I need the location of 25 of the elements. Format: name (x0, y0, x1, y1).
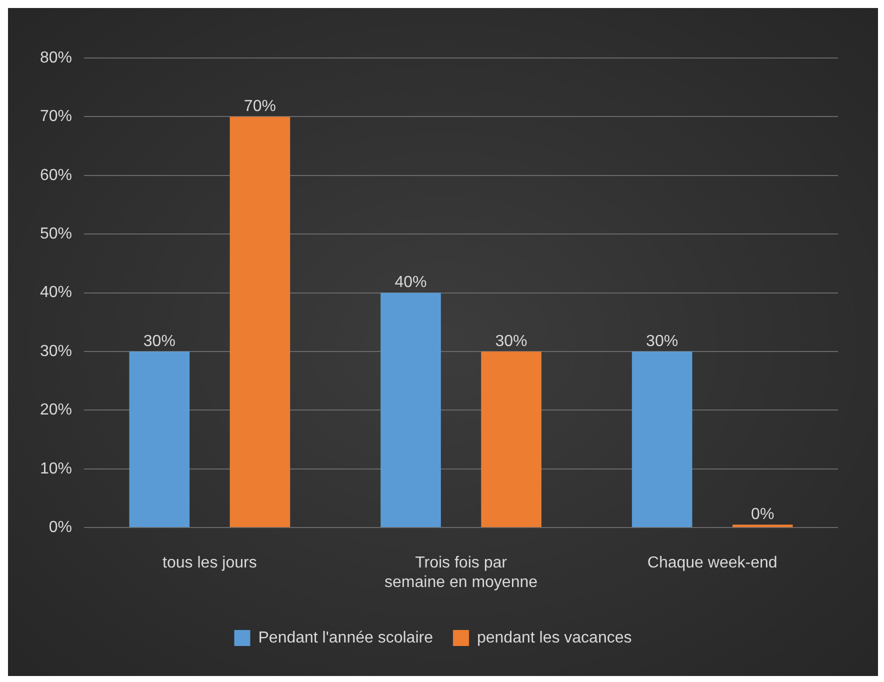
bar (632, 352, 692, 528)
bar (481, 352, 542, 528)
y-tick-label: 60% (40, 166, 72, 184)
y-tick-label: 10% (40, 460, 72, 478)
y-tick-label: 70% (40, 108, 72, 126)
legend-label: pendant les vacances (476, 629, 632, 646)
data-label: 70% (244, 98, 276, 116)
x-tick-label: tous les jours (162, 554, 257, 572)
y-tick-label: 20% (40, 402, 72, 419)
y-tick-label: 0% (48, 519, 72, 536)
bar (380, 292, 441, 528)
y-tick-label: 30% (40, 342, 72, 360)
y-tick-label: 50% (40, 226, 72, 243)
y-tick-label: 80% (40, 49, 72, 66)
bar (230, 116, 290, 528)
x-tick-label: Trois fois par semaine en moyenne (384, 554, 538, 591)
data-label: 30% (143, 332, 176, 350)
x-tick-label: Chaque week-end (647, 554, 778, 572)
data-label: 30% (495, 332, 528, 350)
data-label: 40% (394, 274, 427, 292)
legend-label: Pendant l'année scolaire (258, 629, 434, 646)
data-label: 0% (751, 506, 774, 524)
data-label: 30% (646, 332, 678, 350)
y-tick-label: 40% (40, 284, 72, 302)
bar (129, 352, 190, 528)
